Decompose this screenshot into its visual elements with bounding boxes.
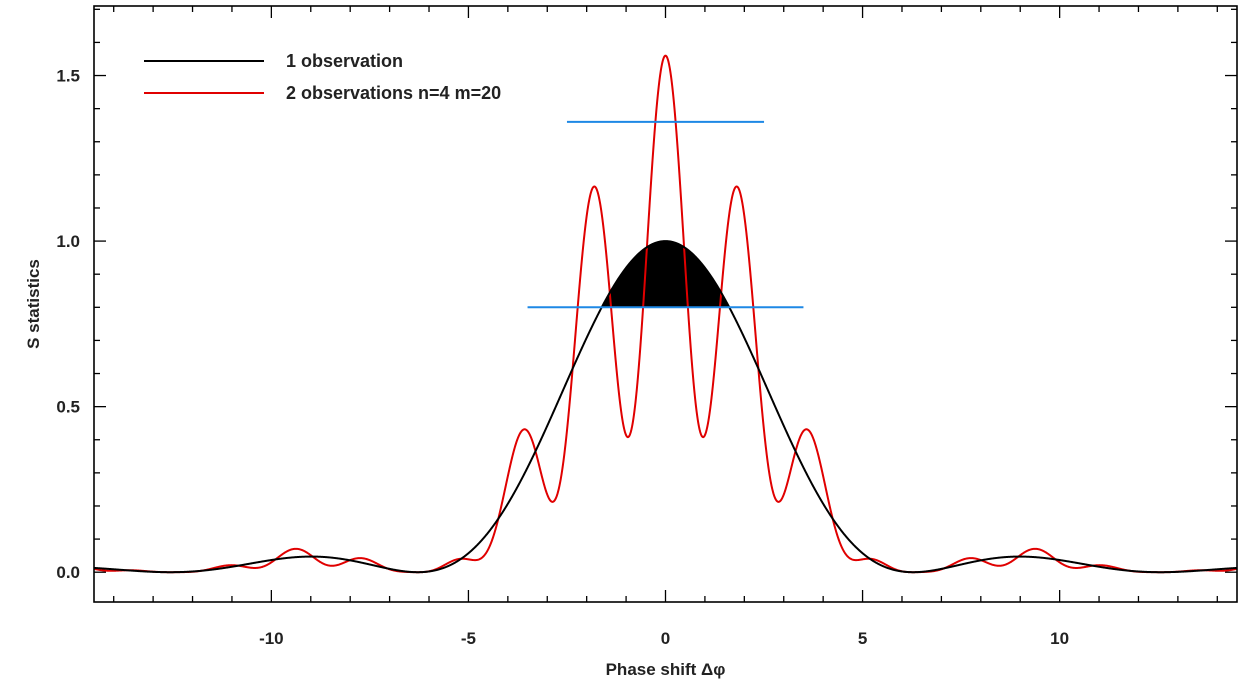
x-tick-label: 10 <box>1050 629 1069 648</box>
filled-peak <box>601 241 730 308</box>
x-tick-label: 0 <box>661 629 670 648</box>
series-line-single <box>93 240 1238 574</box>
legend: 1 observation 2 observations n=4 m=20 <box>144 51 501 103</box>
axis-ticks <box>94 6 1237 602</box>
x-tick-label: -10 <box>259 629 284 648</box>
y-tick-label: 0.5 <box>56 398 80 417</box>
legend-label-single: 1 observation <box>286 51 403 71</box>
filled-peak-region <box>601 241 730 308</box>
series-lines <box>93 54 1238 574</box>
y-tick-label: 0.0 <box>56 563 80 582</box>
y-tick-label: 1.0 <box>56 232 80 251</box>
plot-frame <box>93 5 1238 603</box>
y-tick-label: 1.5 <box>56 67 80 86</box>
x-axis-label: Phase shift Δφ <box>606 660 726 679</box>
y-axis-label: S statistics <box>24 259 43 349</box>
legend-label-double: 2 observations n=4 m=20 <box>286 83 501 103</box>
threshold-lines <box>527 120 804 309</box>
tick-labels: -10 -5 0 5 10 0.0 0.5 1.0 1.5 <box>56 67 1069 648</box>
series-line-double <box>93 54 1238 574</box>
x-tick-label: 5 <box>858 629 867 648</box>
x-tick-label: -5 <box>461 629 476 648</box>
